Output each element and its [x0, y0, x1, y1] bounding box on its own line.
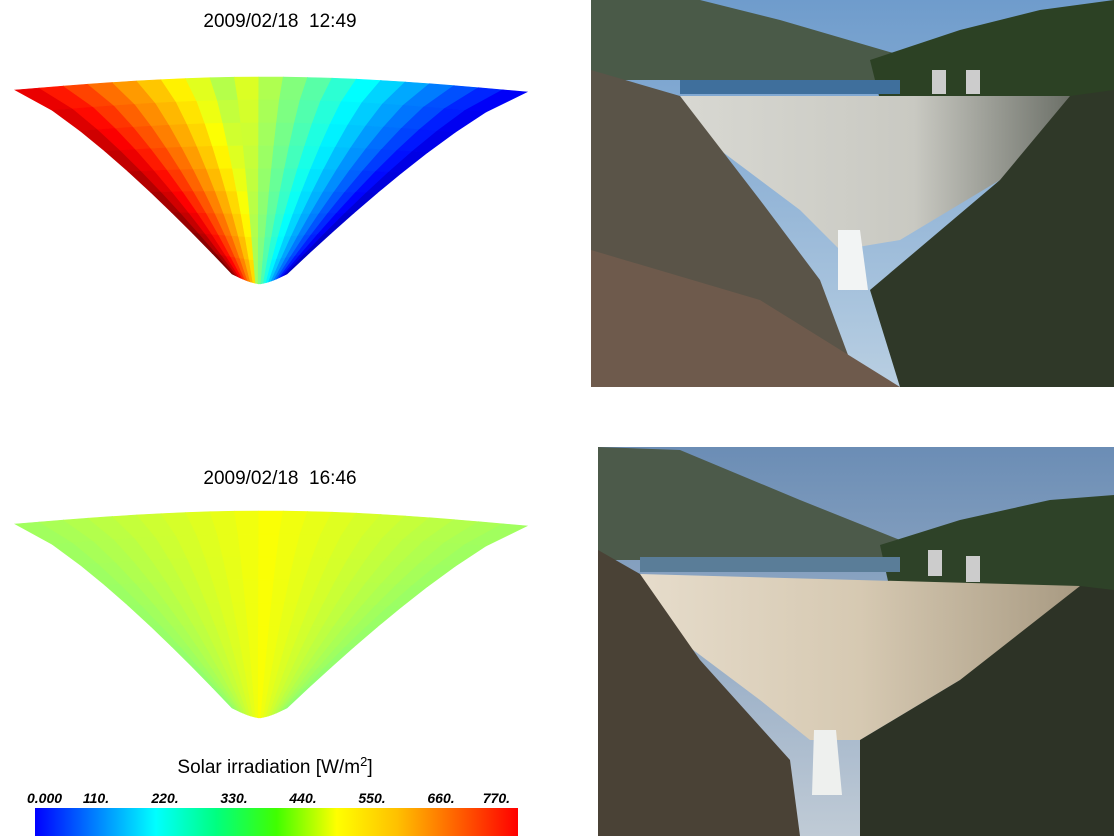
mesh-cell	[245, 169, 258, 192]
mesh-cell	[259, 511, 283, 534]
mesh-cell	[245, 603, 258, 626]
colorbar-tick-label: 770.	[483, 790, 510, 806]
colorbar-tick-label: 440.	[288, 790, 316, 806]
colorbar-tick-label: 110.	[83, 790, 109, 806]
timestamp: 2009/02/18 16:46	[203, 468, 356, 489]
colorbar-tick-label: 220.	[150, 790, 178, 806]
dam-mesh	[15, 77, 527, 284]
colorbar-title-text: Solar irradiation [W/m	[177, 757, 360, 778]
mesh-cell	[248, 626, 259, 649]
timestamp: 2009/02/18 12:49	[203, 11, 356, 32]
dam-photo	[598, 447, 1114, 836]
page: 2009/02/18 12:49 2009/02/18 16:46 Solar …	[0, 0, 1114, 836]
mesh-cell	[234, 77, 258, 100]
mesh-cell	[259, 77, 283, 100]
colorbar-title-end: ]	[367, 757, 372, 778]
colorbar-title-sup: 2	[360, 754, 367, 769]
mesh-cell	[234, 511, 258, 534]
colorbar-title: Solar irradiation [W/m2]	[177, 754, 372, 778]
colorbar	[35, 808, 518, 836]
mesh-cell	[241, 123, 259, 146]
colorbar-tick-label: 330.	[220, 790, 247, 806]
mesh-cell	[248, 192, 259, 215]
mesh-cell	[238, 534, 259, 557]
mesh-cell	[259, 557, 277, 580]
figure: 2009/02/18 12:49 2009/02/18 16:46 Solar …	[0, 0, 1114, 836]
dam-photo	[591, 0, 1114, 387]
colorbar-tick-label: 0.000	[27, 790, 62, 806]
mesh-cell	[241, 557, 259, 580]
mesh-cell	[243, 146, 258, 169]
mesh-cell	[259, 100, 280, 123]
colorbar-tick-label: 550.	[358, 790, 385, 806]
colorbar-ticks: 0.000 110. 220. 330. 440. 550. 660. 770.	[27, 790, 510, 806]
mesh-cell	[238, 100, 259, 123]
mesh-cell	[243, 580, 258, 603]
mesh-cell	[259, 534, 280, 557]
colorbar-tick-label: 660.	[427, 790, 454, 806]
dam-mesh	[15, 511, 527, 718]
mesh-cell	[259, 123, 277, 146]
